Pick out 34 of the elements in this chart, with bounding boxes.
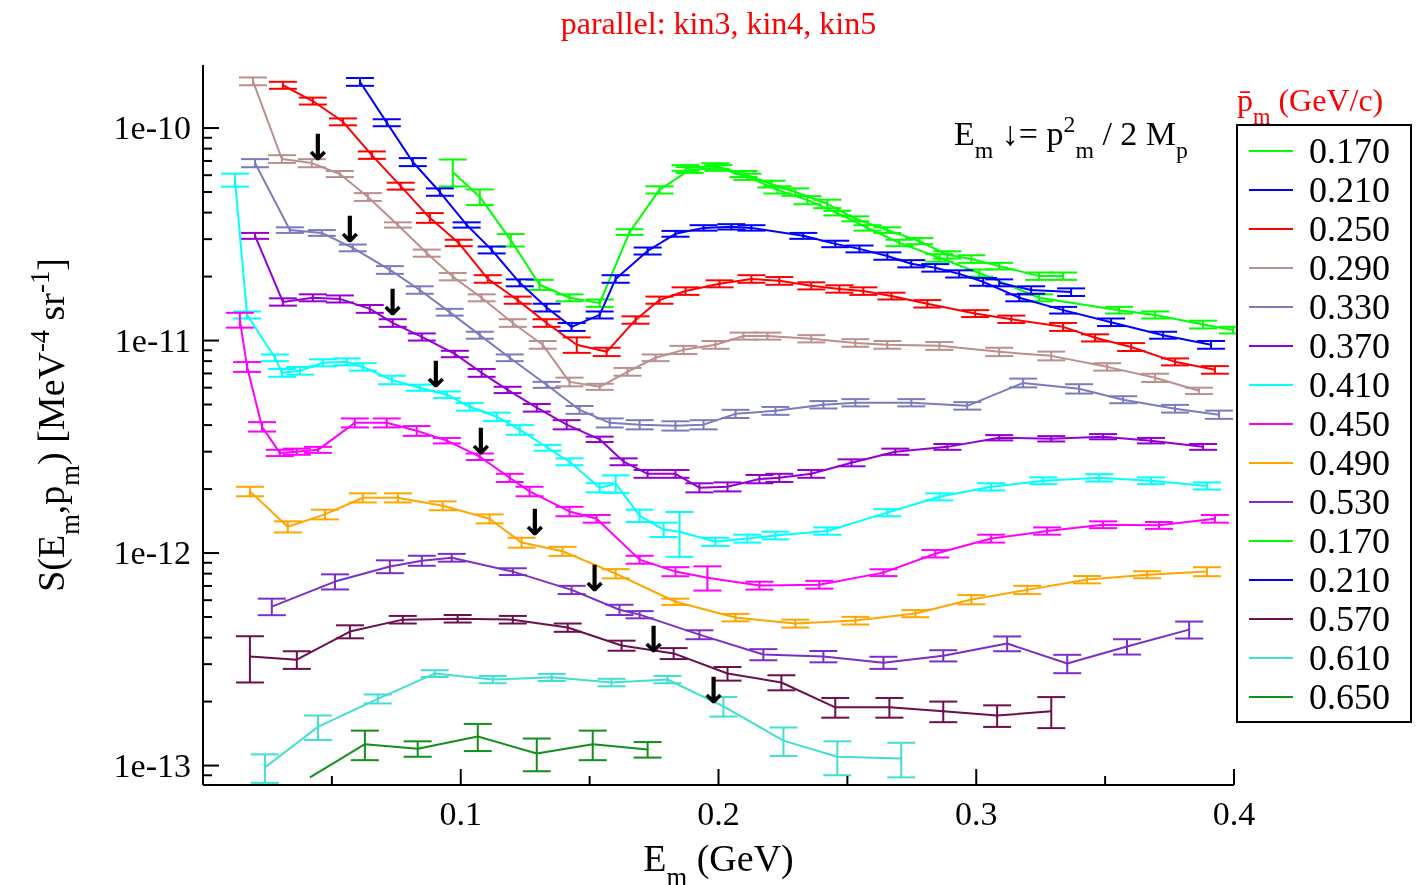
- annotation: ↓: [302, 127, 334, 169]
- y-tick-label: 1e-11: [114, 321, 191, 359]
- annotation: ↓: [420, 353, 451, 395]
- chart-title: parallel: kin3, kin4, kin5: [560, 5, 877, 41]
- legend-label: 0.250: [1309, 209, 1390, 249]
- legend-label: 0.210: [1309, 170, 1390, 210]
- x-tick-label: 0.4: [1212, 795, 1256, 832]
- legend-title: p̄$_{m}$ (GeV/c): [1237, 82, 1384, 129]
- annotation: ↓: [519, 501, 550, 543]
- legend-label: 0.370: [1309, 326, 1390, 366]
- legend-label: 0.570: [1309, 599, 1390, 639]
- legend-label: 0.210: [1309, 560, 1390, 600]
- legend-label: 0.330: [1309, 287, 1390, 327]
- y-tick-label: 1e-10: [113, 109, 191, 147]
- legend-label: 0.610: [1309, 638, 1390, 678]
- x-tick-label: 0.3: [955, 795, 998, 832]
- legend-label: 0.170: [1309, 521, 1390, 561]
- annotation: E$_{m}$ ↓= p$^{2}$$_{m}$ / 2 M$_{p}$: [954, 111, 1188, 163]
- annotation: ↓: [334, 208, 365, 250]
- legend-label: 0.170: [1309, 131, 1390, 171]
- legend-label: 0.450: [1309, 404, 1390, 444]
- legend-label: 0.490: [1309, 443, 1390, 483]
- x-tick-label: 0.1: [439, 795, 482, 832]
- x-tick-label: 0.2: [697, 795, 740, 832]
- annotation: ↓: [579, 558, 610, 600]
- annotation: ↓: [638, 618, 669, 660]
- annotation: ↓: [465, 420, 496, 462]
- legend-label: 0.530: [1309, 482, 1390, 522]
- y-tick-label: 1e-12: [113, 534, 191, 572]
- y-tick-label: 1e-13: [113, 746, 191, 784]
- annotation: ↓: [377, 281, 408, 323]
- legend-label: 0.650: [1309, 677, 1390, 717]
- legend-label: 0.290: [1309, 248, 1390, 288]
- legend-label: 0.410: [1309, 365, 1390, 405]
